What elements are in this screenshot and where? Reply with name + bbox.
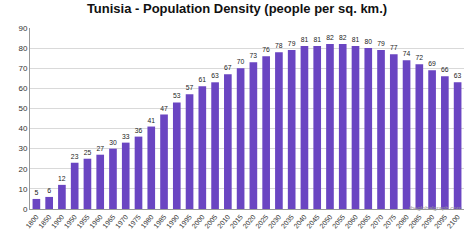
svg-text:78: 78 <box>275 42 283 49</box>
svg-text:1800: 1800 <box>24 213 39 230</box>
svg-text:1985: 1985 <box>152 213 167 230</box>
svg-text:81: 81 <box>352 36 360 43</box>
svg-text:1995: 1995 <box>178 213 193 230</box>
svg-text:2005: 2005 <box>203 213 218 230</box>
svg-text:1990: 1990 <box>165 213 180 230</box>
svg-text:2075: 2075 <box>382 213 397 230</box>
svg-text:41: 41 <box>147 117 155 124</box>
svg-text:36: 36 <box>135 127 143 134</box>
svg-text:20: 20 <box>18 165 27 174</box>
svg-text:79: 79 <box>377 40 385 47</box>
svg-text:2030: 2030 <box>267 213 282 230</box>
svg-text:1955: 1955 <box>76 213 91 230</box>
svg-text:63: 63 <box>454 72 462 79</box>
svg-text:1970: 1970 <box>114 213 129 230</box>
svg-text:2095: 2095 <box>433 213 448 230</box>
svg-text:2100: 2100 <box>446 213 461 230</box>
svg-text:2055: 2055 <box>331 213 346 230</box>
svg-text:77: 77 <box>390 44 398 51</box>
svg-text:2060: 2060 <box>344 213 359 230</box>
svg-text:23: 23 <box>71 153 79 160</box>
svg-text:53: 53 <box>173 92 181 99</box>
svg-text:30: 30 <box>18 144 27 153</box>
svg-text:2070: 2070 <box>369 213 384 230</box>
svg-text:1850: 1850 <box>37 213 52 230</box>
svg-text:30: 30 <box>109 139 117 146</box>
svg-text:74: 74 <box>403 50 411 57</box>
svg-text:2000: 2000 <box>190 213 205 230</box>
svg-text:50: 50 <box>18 104 27 113</box>
svg-text:2020: 2020 <box>241 213 256 230</box>
svg-text:1965: 1965 <box>101 213 116 230</box>
svg-text:theglobalgraph.com: theglobalgraph.com <box>409 205 462 211</box>
svg-text:2085: 2085 <box>407 213 422 230</box>
svg-text:12: 12 <box>58 175 66 182</box>
svg-text:0: 0 <box>23 205 28 214</box>
svg-text:69: 69 <box>428 60 436 67</box>
svg-text:90: 90 <box>18 24 27 33</box>
svg-text:2015: 2015 <box>229 213 244 230</box>
svg-text:47: 47 <box>160 105 168 112</box>
svg-text:5: 5 <box>34 189 38 196</box>
svg-text:2035: 2035 <box>280 213 295 230</box>
svg-text:Tunisia - Population Density (: Tunisia - Population Density (people per… <box>87 1 387 16</box>
svg-text:57: 57 <box>186 84 194 91</box>
svg-text:79: 79 <box>288 40 296 47</box>
svg-text:2090: 2090 <box>420 213 435 230</box>
svg-text:63: 63 <box>211 72 219 79</box>
svg-text:27: 27 <box>96 145 104 152</box>
svg-text:1980: 1980 <box>139 213 154 230</box>
svg-text:2080: 2080 <box>395 213 410 230</box>
svg-text:72: 72 <box>416 54 424 61</box>
svg-text:73: 73 <box>250 52 258 59</box>
svg-text:33: 33 <box>122 133 130 140</box>
svg-text:82: 82 <box>326 34 334 41</box>
svg-text:82: 82 <box>339 34 347 41</box>
svg-text:2010: 2010 <box>216 213 231 230</box>
svg-text:1960: 1960 <box>88 213 103 230</box>
svg-text:80: 80 <box>18 44 27 53</box>
svg-text:2045: 2045 <box>305 213 320 230</box>
svg-text:2050: 2050 <box>318 213 333 230</box>
svg-text:61: 61 <box>199 76 207 83</box>
svg-text:6: 6 <box>47 187 51 194</box>
svg-text:1975: 1975 <box>127 213 142 230</box>
svg-text:10: 10 <box>18 185 27 194</box>
svg-text:80: 80 <box>364 38 372 45</box>
svg-text:40: 40 <box>18 124 27 133</box>
svg-text:81: 81 <box>313 36 321 43</box>
svg-text:2025: 2025 <box>254 213 269 230</box>
svg-text:66: 66 <box>441 66 449 73</box>
svg-text:70: 70 <box>237 58 245 65</box>
svg-text:25: 25 <box>84 149 92 156</box>
svg-text:2040: 2040 <box>293 213 308 230</box>
svg-text:1950: 1950 <box>63 213 78 230</box>
svg-text:81: 81 <box>301 36 309 43</box>
svg-text:70: 70 <box>18 64 27 73</box>
svg-text:60: 60 <box>18 84 27 93</box>
svg-text:67: 67 <box>224 64 232 71</box>
svg-text:1900: 1900 <box>50 213 65 230</box>
svg-text:76: 76 <box>262 46 270 53</box>
svg-text:2065: 2065 <box>356 213 371 230</box>
